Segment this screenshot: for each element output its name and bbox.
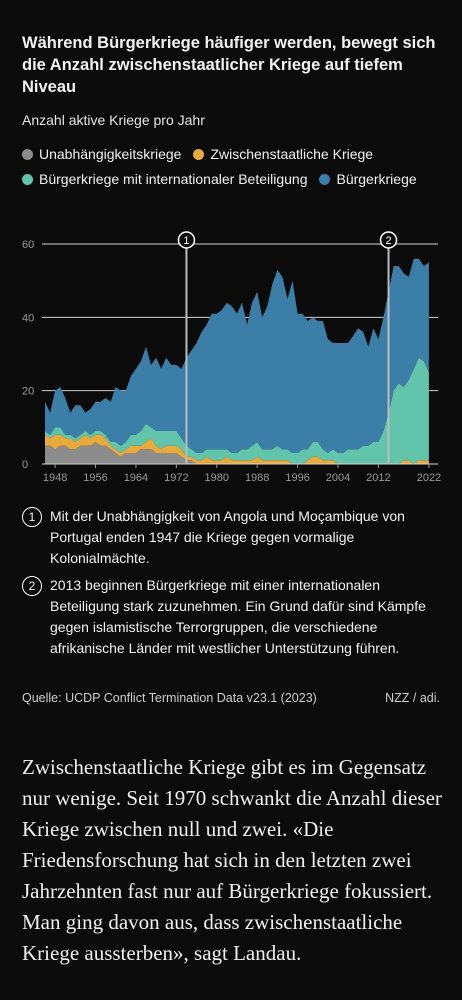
- legend-swatch: [22, 148, 33, 160]
- x-tick-label: 1996: [285, 472, 309, 484]
- legend-item: Bürgerkriege mit internationaler Beteili…: [22, 171, 307, 187]
- source: Quelle: UCDP Conflict Termination Data v…: [22, 691, 317, 705]
- y-tick-label: 40: [22, 312, 34, 324]
- note-number: 1: [22, 507, 42, 527]
- legend: Unabhängigkeitskriege Zwischenstaatliche …: [22, 146, 442, 187]
- body-paragraph: Zwischenstaatliche Kriege gibt es im Geg…: [22, 755, 442, 965]
- note: 1 Mit der Unabhängigkeit von Angola und M…: [22, 506, 442, 569]
- legend-label: Bürgerkriege mit internationaler Beteili…: [39, 171, 308, 187]
- area: [45, 434, 429, 464]
- chart-subtitle: Anzahl aktive Kriege pro Jahr: [22, 112, 205, 128]
- credit: NZZ / adi.: [385, 691, 440, 705]
- annotation-label: 1: [183, 235, 189, 247]
- legend-label: Unabhängigkeitskriege: [39, 146, 182, 162]
- note-text: Mit der Unabhängigkeit von Angola und Mo…: [50, 508, 405, 566]
- notes: 1 Mit der Unabhängigkeit von Angola und M…: [22, 506, 442, 665]
- legend-swatch: [22, 173, 33, 185]
- note-number: 2: [22, 576, 42, 596]
- area: [45, 357, 429, 464]
- chart-title: Während Bürgerkriege häufiger werden, be…: [22, 34, 436, 96]
- legend-item: Bürgerkriege: [319, 171, 417, 187]
- note-text: 2013 beginnen Bürgerkriege mit einer int…: [50, 577, 426, 656]
- note: 2 2013 beginnen Bürgerkriege mit einer in…: [22, 575, 442, 659]
- y-tick-label: 20: [22, 386, 34, 398]
- annotation-marker: [177, 231, 196, 249]
- legend-swatch: [319, 173, 331, 185]
- x-tick-label: 1988: [245, 472, 269, 484]
- legend-label: Zwischenstaatliche Kriege: [210, 146, 374, 162]
- legend-item: Unabhängigkeitskriege: [22, 146, 181, 162]
- x-tick-label: 2022: [417, 472, 441, 484]
- annotation-label: 2: [385, 235, 391, 247]
- legend-label: Bürgerkriege: [336, 171, 417, 187]
- area: [45, 258, 429, 453]
- chart: 0 20 40 60 1948 1956 1964 1972 1980 1988 1996 2004 2…: [22, 231, 441, 484]
- legend-swatch: [193, 148, 205, 160]
- annotation-marker: [379, 231, 398, 249]
- legend-item: Zwischenstaatliche Kriege: [193, 146, 373, 162]
- x-tick-label: 1948: [43, 472, 67, 484]
- x-tick-label: 2012: [366, 472, 390, 484]
- y-tick-label: 60: [22, 239, 34, 251]
- x-tick-label: 1956: [83, 472, 107, 484]
- x-tick-label: 1972: [164, 472, 188, 484]
- x-tick-label: 1964: [124, 472, 148, 484]
- y-tick-label: 0: [22, 459, 28, 471]
- area: [45, 442, 429, 464]
- x-tick-label: 2004: [326, 472, 350, 484]
- x-tick-label: 1980: [205, 472, 229, 484]
